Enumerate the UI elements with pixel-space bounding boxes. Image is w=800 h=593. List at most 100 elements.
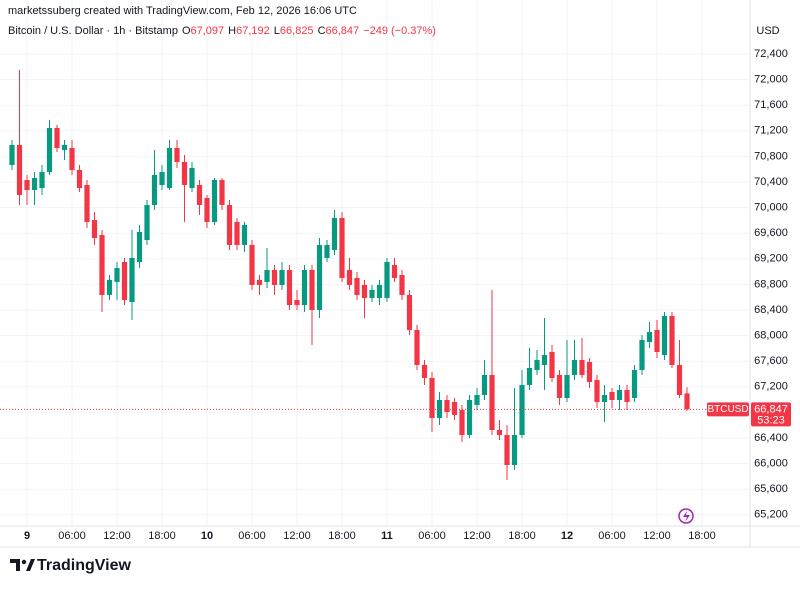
candle-body xyxy=(429,377,435,418)
plot-area xyxy=(0,70,750,480)
candle-body xyxy=(114,268,120,282)
symbol-tag xyxy=(707,402,749,417)
candle-body xyxy=(249,244,255,285)
candle-body xyxy=(301,270,308,306)
candle-body xyxy=(346,270,353,285)
candle-body xyxy=(39,172,45,189)
x-tick-label: 18:00 xyxy=(508,530,536,542)
candle-body xyxy=(661,316,668,355)
x-tick-label: 12:00 xyxy=(463,530,491,542)
candle-body xyxy=(256,279,263,285)
candle-body xyxy=(519,385,525,435)
price-label: 66,847 xyxy=(754,403,788,415)
candle-body xyxy=(271,270,278,285)
candle-body xyxy=(294,300,300,306)
symbol-label: BTCUSD xyxy=(707,404,748,415)
legend-value: 66,847 xyxy=(326,25,360,37)
candle-body xyxy=(46,127,53,173)
candle-body xyxy=(241,225,248,245)
candle-body xyxy=(24,180,30,190)
candle-body xyxy=(399,274,405,295)
axes: 65,20065,60066,00066,40066,80067,20067,6… xyxy=(24,48,791,542)
candle-body xyxy=(99,234,105,295)
candle-body xyxy=(594,380,600,402)
x-tick-label: 12:00 xyxy=(643,530,671,542)
icon xyxy=(678,508,694,524)
candle-body xyxy=(226,204,233,245)
x-tick-label: 11 xyxy=(381,530,393,542)
candle-body xyxy=(676,364,683,395)
x-tick-label: 18:00 xyxy=(148,530,176,542)
y-tick-label: 65,200 xyxy=(754,509,788,521)
candle-body xyxy=(616,390,623,400)
candle-body xyxy=(196,185,203,205)
y-tick-label: 68,800 xyxy=(754,278,788,290)
candle-body xyxy=(16,145,23,195)
credit: marketssuberg created with TradingView.c… xyxy=(8,5,357,17)
y-tick-label: 71,600 xyxy=(754,99,788,111)
candle-body xyxy=(526,367,533,386)
y-tick-label: 69,600 xyxy=(754,227,788,239)
candle-body xyxy=(339,217,345,278)
candle-body xyxy=(564,374,570,398)
candle-body xyxy=(444,399,450,413)
candle-body xyxy=(556,374,563,398)
y-tick-label: 67,200 xyxy=(754,381,788,393)
legend-value: 67,192 xyxy=(236,25,270,37)
candle-body xyxy=(474,394,480,405)
candle-body xyxy=(31,177,38,190)
candle-body xyxy=(219,180,225,205)
candle-body xyxy=(684,393,690,410)
x-tick-label: 06:00 xyxy=(238,530,266,542)
logo-dot xyxy=(21,559,27,565)
candle-body xyxy=(234,222,240,245)
candle-body xyxy=(189,167,195,189)
candle-body xyxy=(166,148,173,189)
candle-body xyxy=(496,430,503,435)
candle-body xyxy=(279,270,285,285)
candle-body xyxy=(549,351,555,378)
legend-key: L xyxy=(274,25,280,37)
brand: TradingView xyxy=(37,557,132,574)
candle-body xyxy=(391,265,398,278)
y-tick-label: 66,400 xyxy=(754,432,788,444)
y-tick-label: 70,400 xyxy=(754,176,788,188)
candle-body xyxy=(631,369,638,398)
candle-body xyxy=(324,244,330,258)
candle-body xyxy=(361,284,368,298)
candle-body xyxy=(466,399,473,435)
candle-body xyxy=(309,270,315,310)
candle-body xyxy=(541,354,548,365)
x-tick-label: 12 xyxy=(561,530,573,542)
candle-body xyxy=(181,161,188,186)
y-tick-label: 72,400 xyxy=(754,48,788,60)
candle-body xyxy=(586,361,593,382)
candle-body xyxy=(436,399,443,418)
y-tick-label: 67,600 xyxy=(754,355,788,367)
candle-body xyxy=(76,169,83,189)
legend-value: 66,825 xyxy=(280,25,314,37)
candle-body xyxy=(204,198,210,222)
x-tick-label: 18:00 xyxy=(688,530,716,542)
candle-body xyxy=(609,391,615,400)
candle-body xyxy=(159,172,165,186)
candle-body xyxy=(669,316,675,365)
y-tick-label: 72,000 xyxy=(754,74,788,86)
chart-title: Bitcoin / U.S. Dollar · 1h · Bitstamp xyxy=(8,25,178,37)
candle-body xyxy=(174,148,180,162)
candle-body xyxy=(601,394,608,402)
candle-body xyxy=(414,329,420,365)
currency: USD xyxy=(756,25,779,37)
x-tick-label: 10 xyxy=(201,530,213,542)
candle-body xyxy=(459,409,465,435)
candle-body xyxy=(106,279,113,295)
candle-body xyxy=(91,220,98,238)
countdown: 53:23 xyxy=(757,414,785,426)
candle-body xyxy=(421,364,428,378)
candle-body xyxy=(211,180,218,222)
currency-box xyxy=(752,22,786,40)
candle-body xyxy=(511,434,518,466)
candle-body xyxy=(571,359,578,375)
candle-body xyxy=(144,204,150,240)
